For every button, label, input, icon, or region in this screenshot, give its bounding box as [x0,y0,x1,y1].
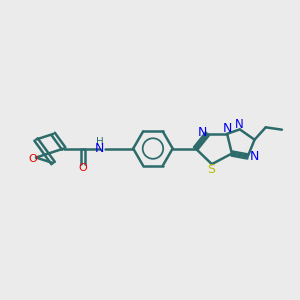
Text: N: N [235,118,244,130]
Text: N: N [223,122,232,135]
Text: H: H [96,137,104,147]
Text: O: O [28,154,37,164]
Text: N: N [250,150,259,163]
Text: N: N [95,142,104,155]
Text: N: N [197,125,207,139]
Text: O: O [79,163,87,173]
Text: S: S [207,163,215,176]
